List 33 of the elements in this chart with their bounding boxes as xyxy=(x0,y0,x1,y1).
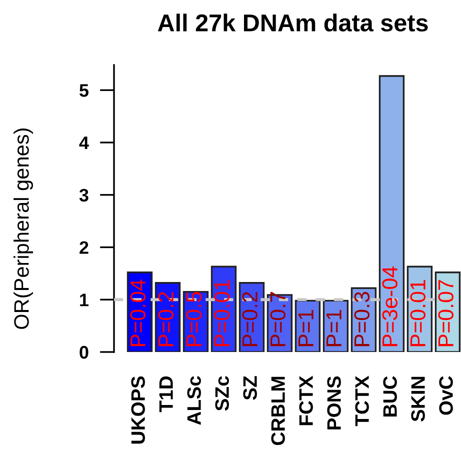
annotation: P=0.7 xyxy=(270,292,286,346)
x-tick-label: ALSc xyxy=(187,376,201,425)
x-tick-label: OvC xyxy=(439,376,453,415)
y-tick-label: 3 xyxy=(79,188,88,202)
annotation: P=0.2 xyxy=(158,292,174,346)
annotation: P=0.01 xyxy=(214,280,230,346)
bar xyxy=(378,75,405,352)
x-tick-label: UKOPS xyxy=(131,376,145,444)
chart-title: All 27k DNAm data sets xyxy=(158,14,428,32)
x-tick-label: TCTX xyxy=(355,376,369,426)
annotation: P=3e-04 xyxy=(382,266,398,346)
y-tick-label: 4 xyxy=(79,136,89,150)
y-axis-title: OR(Peripheral genes) xyxy=(14,128,33,329)
x-tick-label: T1D xyxy=(159,376,173,412)
annotation: P=0.04 xyxy=(130,280,146,346)
x-tick-label: PONS xyxy=(327,376,341,430)
x-tick-label: BUC xyxy=(383,376,397,416)
annotation: P=0.5 xyxy=(186,292,202,346)
y-tick-label: 2 xyxy=(80,241,88,254)
annotation: P=1 xyxy=(298,310,314,346)
y-tick-label: 1 xyxy=(80,294,88,306)
annotation: P=1 xyxy=(326,310,342,346)
annotation: P=0.01 xyxy=(410,280,426,346)
y-tick-label: 5 xyxy=(80,84,88,97)
annotation: P=0.3 xyxy=(354,292,370,346)
annotation: P=0.07 xyxy=(438,280,454,346)
x-tick-label: FCTX xyxy=(299,376,313,426)
annotation: P=0.2 xyxy=(242,292,258,346)
x-tick-label: SKIN xyxy=(411,376,425,422)
x-tick-label: CRBLM xyxy=(271,376,285,446)
x-tick-label: SZc xyxy=(215,376,229,411)
x-tick-label: SZ xyxy=(243,376,257,400)
y-tick-label: 0 xyxy=(80,346,88,359)
